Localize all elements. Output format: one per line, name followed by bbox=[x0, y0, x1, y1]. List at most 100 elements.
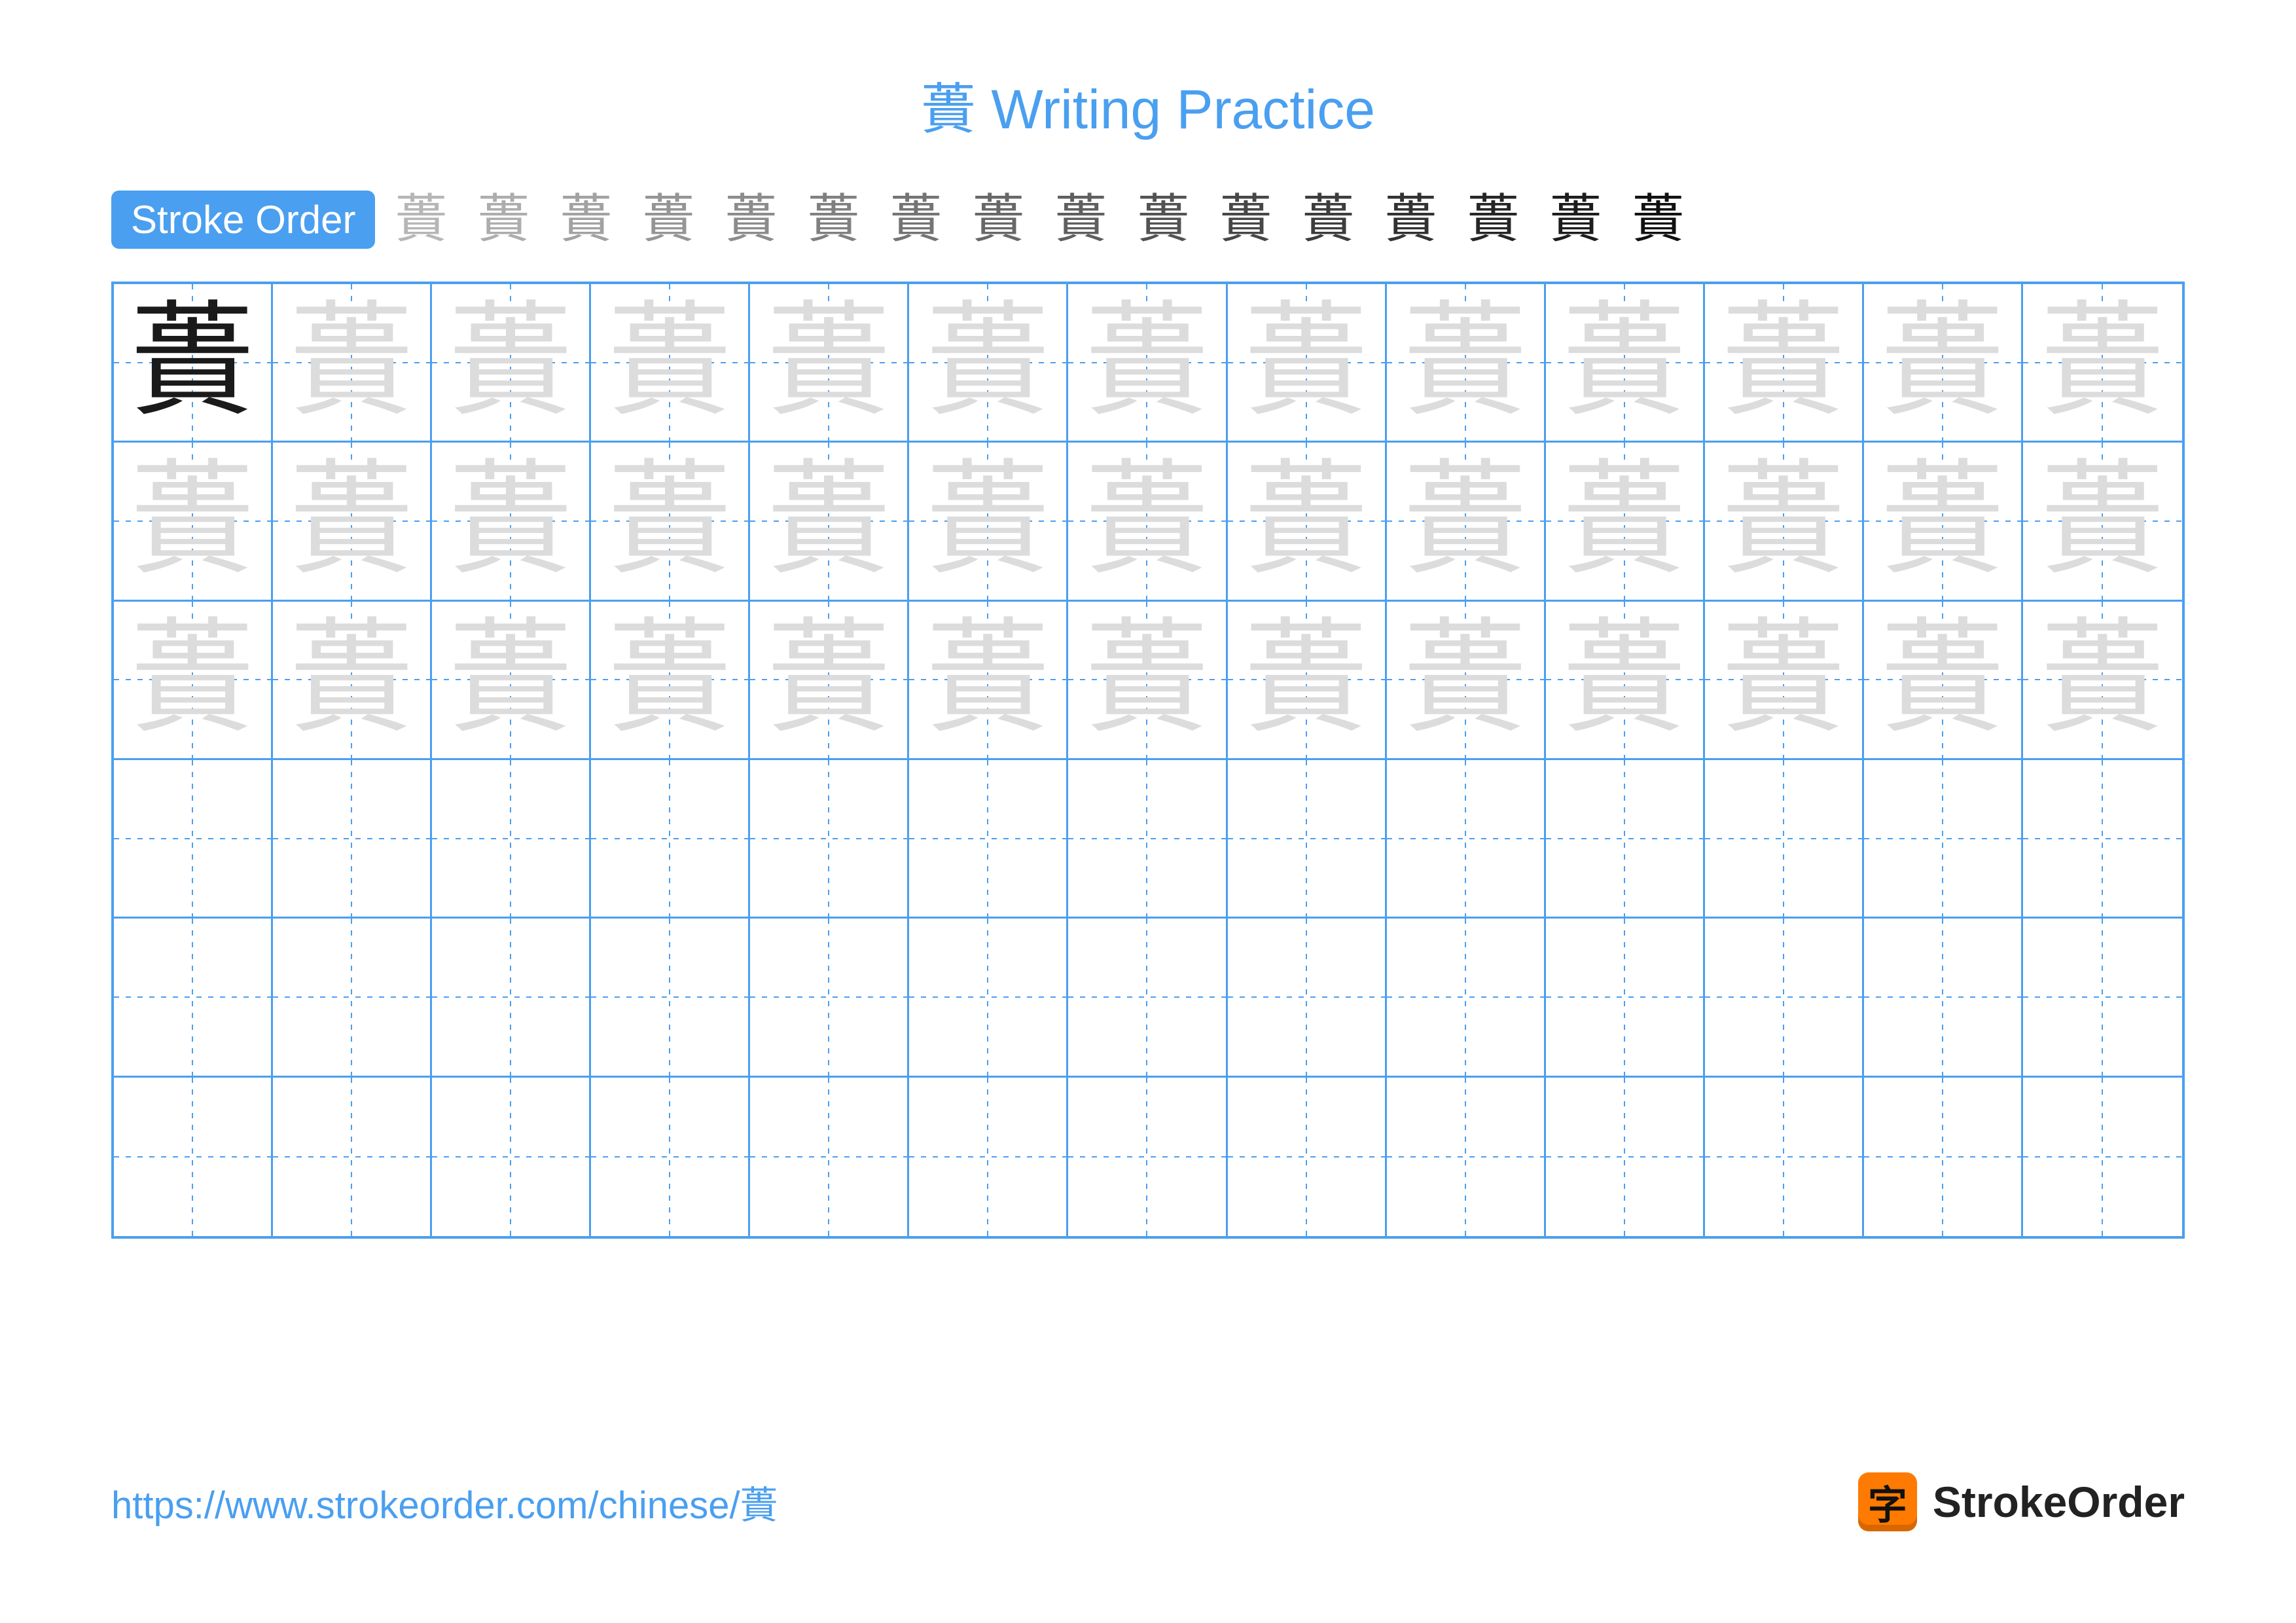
grid-cell: 蕢 bbox=[1387, 284, 1546, 443]
traced-character: 蕢 bbox=[925, 301, 1050, 425]
grid-cell bbox=[273, 1078, 432, 1236]
traced-character: 蕢 bbox=[925, 459, 1050, 583]
grid-cell bbox=[909, 1078, 1068, 1236]
stroke-order-row: Stroke Order 蕢蕢蕢蕢蕢蕢蕢蕢蕢蕢蕢蕢蕢蕢蕢蕢 bbox=[111, 191, 2185, 249]
grid-cell bbox=[1228, 1078, 1387, 1236]
traced-character: 蕢 bbox=[1880, 459, 2005, 583]
grid-cell bbox=[114, 919, 273, 1077]
grid-cell bbox=[1228, 760, 1387, 919]
traced-character: 蕢 bbox=[289, 617, 414, 742]
grid-cell: 蕢 bbox=[1387, 602, 1546, 760]
traced-character: 蕢 bbox=[1244, 459, 1369, 583]
grid-cell: 蕢 bbox=[1864, 602, 2023, 760]
traced-character: 蕢 bbox=[607, 301, 732, 425]
grid-cell bbox=[432, 760, 591, 919]
grid-cell: 蕢 bbox=[1228, 443, 1387, 601]
traced-character: 蕢 bbox=[766, 301, 891, 425]
stroke-step: 蕢 bbox=[1137, 194, 1189, 246]
stroke-step: 蕢 bbox=[1384, 194, 1437, 246]
grid-cell bbox=[1705, 1078, 1864, 1236]
grid-cell: 蕢 bbox=[114, 602, 273, 760]
stroke-step: 蕢 bbox=[642, 194, 694, 246]
grid-cell bbox=[1387, 760, 1546, 919]
traced-character: 蕢 bbox=[1721, 459, 1846, 583]
stroke-step: 蕢 bbox=[725, 194, 777, 246]
grid-cell: 蕢 bbox=[1546, 443, 1705, 601]
brand-name: StrokeOrder bbox=[1933, 1477, 2185, 1527]
brand: 字 StrokeOrder bbox=[1858, 1472, 2185, 1531]
grid-cell: 蕢 bbox=[750, 284, 909, 443]
stroke-step: 蕢 bbox=[1219, 194, 1272, 246]
grid-cell bbox=[1228, 919, 1387, 1077]
grid-cell: 蕢 bbox=[750, 602, 909, 760]
traced-character: 蕢 bbox=[1721, 301, 1846, 425]
brand-icon: 字 bbox=[1858, 1472, 1917, 1531]
page-title: 蕢 Writing Practice bbox=[111, 65, 2185, 145]
grid-cell: 蕢 bbox=[1546, 602, 1705, 760]
stroke-step: 蕢 bbox=[889, 194, 942, 246]
footer: https://www.strokeorder.com/chinese/蕢 字 … bbox=[111, 1472, 2185, 1531]
traced-character: 蕢 bbox=[289, 301, 414, 425]
grid-cell bbox=[750, 1078, 909, 1236]
grid-cell: 蕢 bbox=[1228, 602, 1387, 760]
grid-cell bbox=[2023, 760, 2182, 919]
grid-cell: 蕢 bbox=[2023, 284, 2182, 443]
traced-character: 蕢 bbox=[130, 459, 255, 583]
grid-cell: 蕢 bbox=[273, 284, 432, 443]
grid-cell: 蕢 bbox=[1068, 443, 1227, 601]
grid-cell bbox=[2023, 1078, 2182, 1236]
traced-character: 蕢 bbox=[2040, 617, 2164, 742]
traced-character: 蕢 bbox=[1244, 301, 1369, 425]
grid-cell bbox=[1068, 1078, 1227, 1236]
grid-cell bbox=[1705, 919, 1864, 1077]
grid-cell bbox=[432, 1078, 591, 1236]
traced-character: 蕢 bbox=[1880, 301, 2005, 425]
traced-character: 蕢 bbox=[289, 459, 414, 583]
grid-cell: 蕢 bbox=[1387, 443, 1546, 601]
grid-cell: 蕢 bbox=[432, 443, 591, 601]
traced-character: 蕢 bbox=[1562, 459, 1687, 583]
source-url: https://www.strokeorder.com/chinese/蕢 bbox=[111, 1474, 778, 1529]
grid-cell: 蕢 bbox=[591, 602, 750, 760]
stroke-order-badge: Stroke Order bbox=[111, 191, 375, 249]
grid-cell bbox=[432, 919, 591, 1077]
grid-cell: 蕢 bbox=[591, 443, 750, 601]
grid-cell bbox=[1705, 760, 1864, 919]
stroke-step: 蕢 bbox=[1632, 194, 1684, 246]
grid-cell: 蕢 bbox=[1068, 284, 1227, 443]
traced-character: 蕢 bbox=[1244, 617, 1369, 742]
stroke-step: 蕢 bbox=[972, 194, 1024, 246]
grid-cell: 蕢 bbox=[909, 602, 1068, 760]
traced-character: 蕢 bbox=[2040, 459, 2164, 583]
traced-character: 蕢 bbox=[607, 617, 732, 742]
grid-cell: 蕢 bbox=[2023, 602, 2182, 760]
grid-cell: 蕢 bbox=[114, 443, 273, 601]
traced-character: 蕢 bbox=[448, 617, 573, 742]
grid-cell: 蕢 bbox=[1864, 284, 2023, 443]
grid-cell: 蕢 bbox=[750, 443, 909, 601]
stroke-step: 蕢 bbox=[1054, 194, 1107, 246]
practice-grid: 蕢蕢蕢蕢蕢蕢蕢蕢蕢蕢蕢蕢蕢蕢蕢蕢蕢蕢蕢蕢蕢蕢蕢蕢蕢蕢蕢蕢蕢蕢蕢蕢蕢蕢蕢蕢蕢蕢蕢 bbox=[111, 282, 2185, 1239]
grid-cell bbox=[1864, 760, 2023, 919]
grid-cell: 蕢 bbox=[114, 284, 273, 443]
grid-cell: 蕢 bbox=[273, 443, 432, 601]
grid-cell: 蕢 bbox=[1228, 284, 1387, 443]
grid-cell: 蕢 bbox=[432, 284, 591, 443]
grid-cell: 蕢 bbox=[1705, 602, 1864, 760]
traced-character: 蕢 bbox=[1880, 617, 2005, 742]
grid-cell bbox=[1068, 919, 1227, 1077]
grid-cell: 蕢 bbox=[1705, 443, 1864, 601]
traced-character: 蕢 bbox=[448, 301, 573, 425]
traced-character: 蕢 bbox=[1562, 301, 1687, 425]
grid-cell bbox=[591, 919, 750, 1077]
grid-cell bbox=[114, 760, 273, 919]
traced-character: 蕢 bbox=[1403, 301, 1528, 425]
traced-character: 蕢 bbox=[448, 459, 573, 583]
traced-character: 蕢 bbox=[130, 617, 255, 742]
example-character: 蕢 bbox=[130, 301, 255, 425]
grid-cell bbox=[1387, 919, 1546, 1077]
traced-character: 蕢 bbox=[1085, 617, 1209, 742]
traced-character: 蕢 bbox=[1403, 459, 1528, 583]
grid-cell bbox=[273, 919, 432, 1077]
grid-cell bbox=[1387, 1078, 1546, 1236]
